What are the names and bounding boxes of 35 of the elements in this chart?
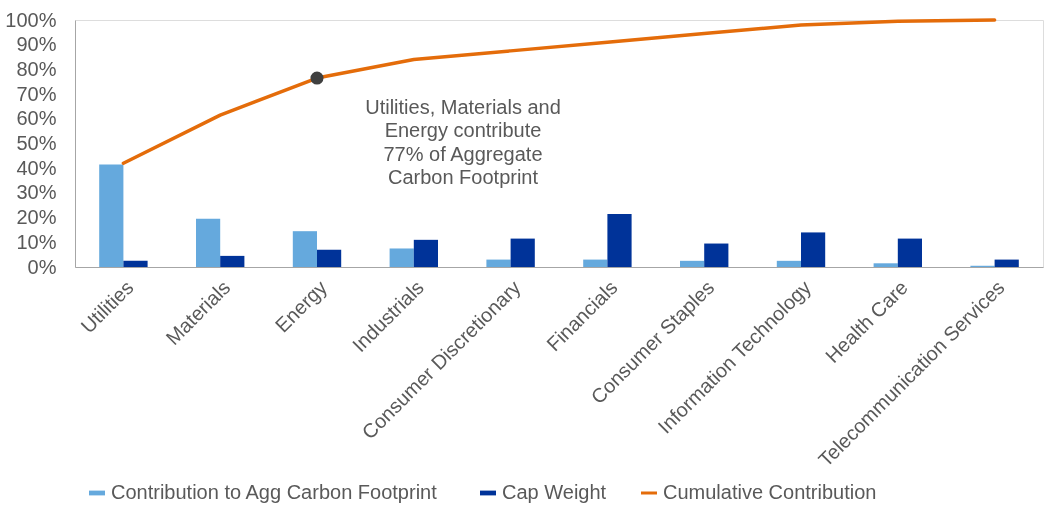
y-tick-label: 80% (16, 57, 57, 80)
line-series (121, 18, 997, 166)
bar (801, 232, 826, 267)
y-tick-label: 60% (16, 107, 57, 130)
bar (897, 238, 922, 267)
bar (873, 263, 898, 267)
bar (317, 249, 342, 267)
bar (994, 259, 1019, 267)
y-tick-label: 50% (16, 132, 57, 154)
bar (196, 218, 221, 267)
y-tick-label: 100% (5, 8, 57, 31)
y-tick-label: 40% (16, 156, 57, 179)
bar (123, 260, 148, 267)
bar (486, 259, 511, 267)
y-tick-label: 0% (27, 255, 57, 278)
bar (99, 164, 124, 267)
legend-label: Cumulative Contribution (663, 481, 877, 503)
bar (607, 213, 632, 267)
bar (704, 243, 729, 267)
y-tick-label: 90% (16, 33, 57, 56)
bar (680, 260, 705, 267)
bar (413, 239, 438, 267)
legend-label: Contribution to Agg Carbon Footprint (111, 481, 438, 503)
bar (292, 231, 317, 267)
annotation: Utilities, Materials and Energy contribute 77% of Aggregate Carbon Footprint (365, 96, 561, 188)
bar (220, 255, 245, 267)
bar (583, 259, 608, 267)
legend-label: Cap Weight (502, 481, 607, 503)
y-tick-label: 10% (16, 230, 57, 253)
y-tick-label: 20% (16, 206, 57, 229)
y-tick-label: 70% (16, 82, 57, 105)
bar (510, 238, 535, 267)
y-tick-label: 30% (16, 181, 57, 204)
bar (389, 248, 414, 267)
bar (776, 260, 801, 267)
